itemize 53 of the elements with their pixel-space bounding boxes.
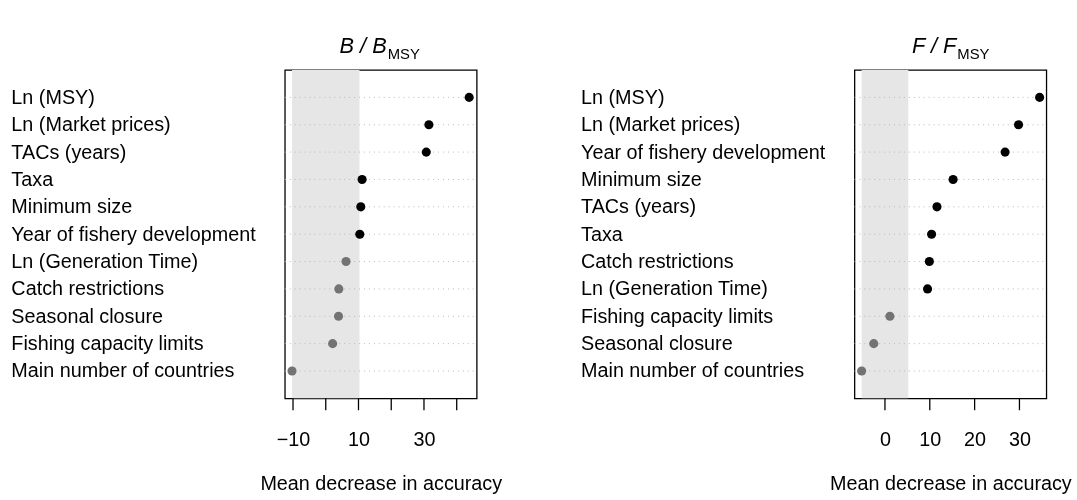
x-tick-label: −10 [276,428,311,451]
y-tick-label: Taxa [581,222,623,245]
x-tick-label: 30 [413,428,436,451]
y-tick-label: Minimum size [581,167,702,190]
point [857,366,867,376]
y-tick-label: Ln (Generation Time) [581,277,768,300]
y-tick-label: Main number of countries [581,359,805,382]
point [328,339,338,349]
point [334,284,344,294]
x-tick-label: 10 [347,428,370,451]
point [948,174,958,185]
point [927,229,937,239]
y-tick-label: Minimum size [11,195,133,218]
y-tick-label: Fishing capacity limits [11,332,204,355]
point [464,92,474,102]
x-axis-title: Mean decrease in accuracy [260,471,503,494]
point [357,174,367,185]
y-tick-label: Ln (Generation Time) [11,249,199,272]
y-tick-label: Ln (MSY) [11,85,95,108]
y-tick-label: Taxa [11,167,54,190]
x-tick-label: 0 [879,428,891,451]
point [1013,120,1024,130]
point [355,229,365,239]
y-tick-label: Year of fishery development [11,222,257,245]
point [922,284,933,294]
y-tick-label: Ln (Market prices) [581,113,741,136]
point [333,311,344,321]
x-tick-label: 20 [964,428,987,451]
point [421,147,431,157]
x-axis-title: Mean decrease in accuracy [830,471,1072,494]
point [869,339,879,349]
x-tick-label: 30 [1008,428,1031,451]
y-tick-label: Seasonal closure [11,304,164,327]
point [1000,147,1010,157]
point [1035,92,1045,102]
y-tick-label: Ln (MSY) [581,85,665,108]
x-tick-label: 10 [919,428,942,451]
y-tick-label: TACs (years) [11,140,127,163]
y-tick-label: Year of fishery development [581,140,826,163]
point [424,120,434,130]
y-tick-label: Seasonal closure [581,332,733,355]
point [924,257,934,267]
point [885,311,895,321]
y-tick-label: Catch restrictions [581,249,734,272]
y-tick-label: Main number of countries [11,359,235,382]
point [932,202,942,212]
y-tick-label: TACs (years) [581,195,696,218]
y-tick-label: Fishing capacity limits [581,304,774,327]
point [341,257,351,267]
point [356,202,366,212]
y-tick-label: Catch restrictions [11,277,165,300]
y-tick-label: Ln (Market prices) [11,113,171,136]
point [287,366,297,376]
